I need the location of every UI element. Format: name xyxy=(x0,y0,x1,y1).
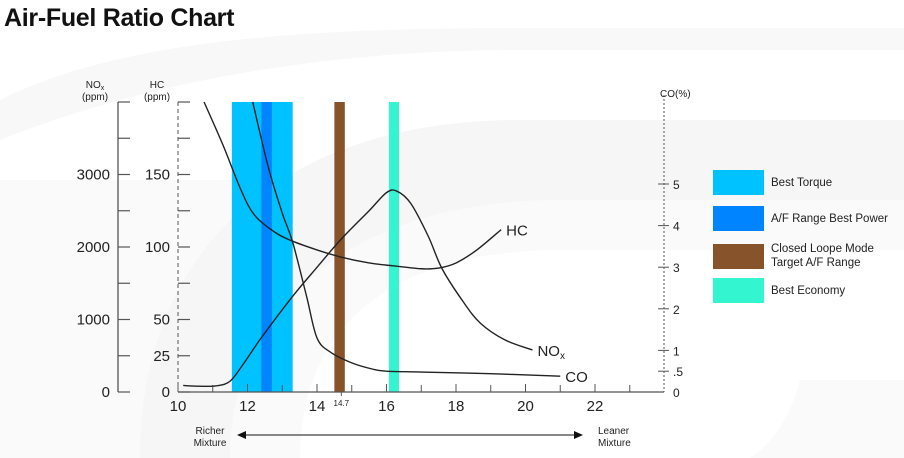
richer-label-2: Mixture xyxy=(194,438,227,449)
x-tick-label: 18 xyxy=(448,398,465,415)
x-tick-label: 14 xyxy=(309,398,326,415)
co-tick-label: 2 xyxy=(673,303,680,317)
hc-tick-label: 150 xyxy=(145,167,170,184)
leaner-label-2: Mixture xyxy=(598,438,631,449)
co-tick-label: 3 xyxy=(673,261,680,275)
x-tick-label: 22 xyxy=(587,398,604,415)
x-tick-label: 12 xyxy=(239,398,256,415)
nox-tick-label: 2000 xyxy=(77,239,110,256)
curve-label-co: CO xyxy=(565,369,588,386)
leaner-label: Leaner xyxy=(598,426,630,437)
x-special-tick-label: 14.7 xyxy=(334,399,350,408)
legend-item-closed-loop: Closed Loope Mode Target A/F Range xyxy=(713,242,881,270)
curve-label-nox: NOx xyxy=(537,343,565,362)
chart-title: Air-Fuel Ratio Chart xyxy=(4,4,235,32)
legend-swatch xyxy=(713,278,764,303)
legend-swatch xyxy=(713,170,764,195)
curve-hc xyxy=(203,101,502,270)
curve-nox xyxy=(183,189,533,388)
hc-axis-label: HC xyxy=(150,80,164,91)
legend-label: Best Economy xyxy=(771,284,846,297)
co-tick-label: 1 xyxy=(673,344,680,358)
co-tick-label: 0 xyxy=(673,386,680,400)
co-axis-label: CO(%) xyxy=(660,89,691,100)
legend-swatch xyxy=(713,243,764,269)
hc-tick-label: 0 xyxy=(162,384,170,401)
x-tick-label: 10 xyxy=(170,398,187,415)
nox-axis-label: NOx xyxy=(86,80,105,92)
legend-label: A/F Range Best Power xyxy=(771,212,888,225)
richer-label: Richer xyxy=(196,426,226,437)
curve-label-hc: HC xyxy=(506,223,528,240)
nox-axis-label-sub: x xyxy=(101,85,105,92)
legend-item-best-torque: Best Torque xyxy=(713,170,904,195)
nox-tick-label: 3000 xyxy=(77,167,110,184)
band-best-economy xyxy=(388,102,400,392)
co-tick-label: 4 xyxy=(673,220,680,234)
hc-tick-label: 100 xyxy=(145,239,170,256)
curve-co xyxy=(252,101,561,377)
legend-label: Best Torque xyxy=(771,176,833,189)
co-tick-label: 5 xyxy=(673,178,680,192)
x-tick-label: 16 xyxy=(378,398,395,415)
co-tick-label: .5 xyxy=(673,365,683,379)
arrow-right-icon xyxy=(574,431,583,439)
nox-tick-label: 1000 xyxy=(77,312,110,329)
arrow-left-icon xyxy=(237,431,246,439)
legend-swatch xyxy=(713,206,764,231)
x-tick-label: 20 xyxy=(517,398,534,415)
nox-tick-label: 0 xyxy=(102,384,110,401)
legend-label: Closed Loope Mode Target A/F Range xyxy=(771,243,874,269)
curve-label-sub: x xyxy=(560,351,565,362)
hc-axis-unit: (ppm) xyxy=(144,92,170,103)
hc-tick-label: 25 xyxy=(153,348,170,365)
band-closed-loope-mode-target-a-f-range xyxy=(334,102,345,392)
nox-axis-unit: (ppm) xyxy=(82,92,108,103)
legend-item-best-power: A/F Range Best Power xyxy=(713,206,904,231)
band-a-f-range-best-power xyxy=(261,102,272,392)
hc-tick-label: 50 xyxy=(153,312,170,329)
legend-item-best-economy: Best Economy xyxy=(713,278,904,303)
